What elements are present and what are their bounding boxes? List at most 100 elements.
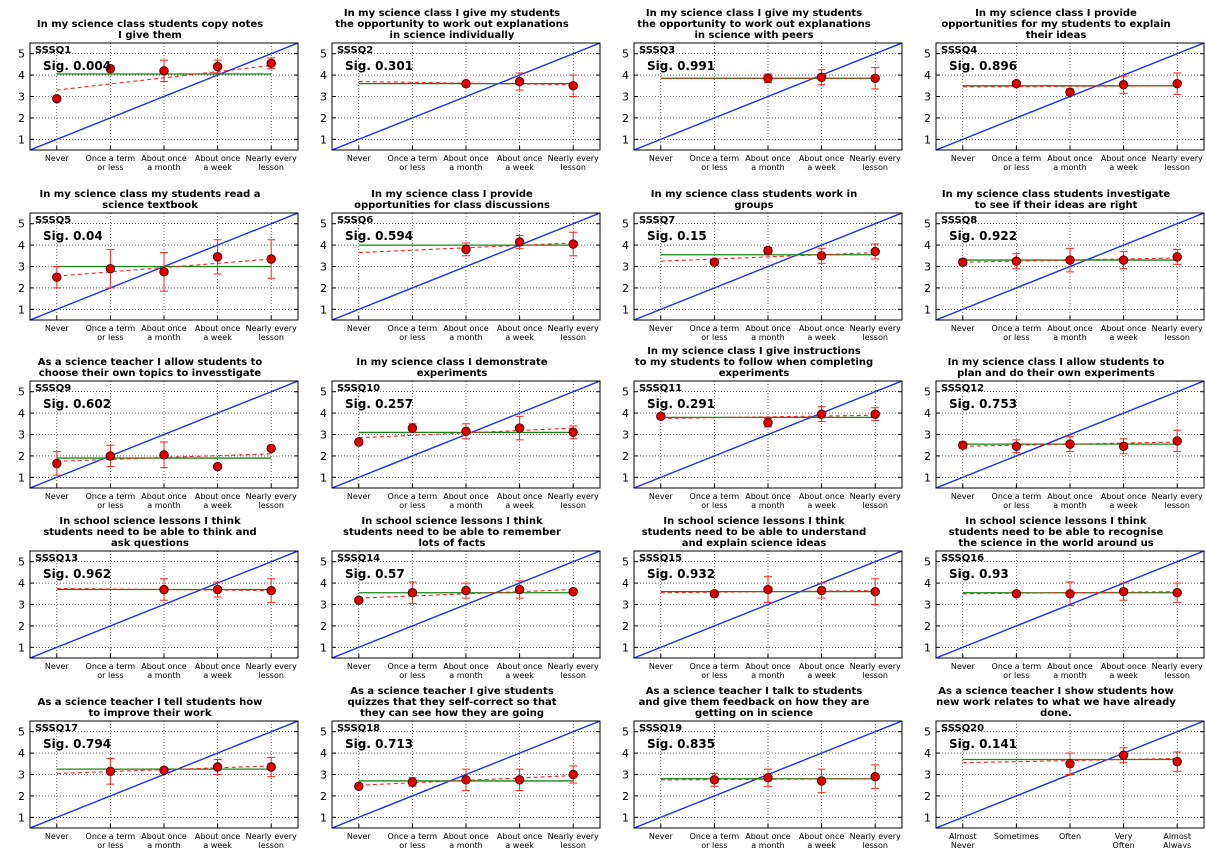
data-point <box>1172 588 1182 598</box>
x-tick-label: Never <box>347 832 372 841</box>
x-tick-label: Nearly every lesson <box>1152 154 1203 170</box>
x-tick-label: Once a term or less <box>992 492 1042 508</box>
significance-label: Sig. 0.004 <box>43 59 111 73</box>
x-tick-label: About once a month <box>141 492 187 508</box>
data-point <box>656 411 666 422</box>
y-tick-label: 1 <box>924 811 931 824</box>
chart-title: In my science class students investigate… <box>941 189 1171 211</box>
y-tick-label: 3 <box>320 769 327 782</box>
data-point <box>105 63 116 74</box>
data-point <box>568 427 578 438</box>
chart-svg: 1 2 3 4 5 Never Once a term or less About once a … <box>18 212 299 340</box>
chart-panel-sssq7: In my science class students work in gro… <box>604 170 904 340</box>
data-point <box>709 775 720 785</box>
x-tick-label: About once a week <box>799 832 845 848</box>
y-tick-label: 5 <box>18 386 25 399</box>
x-tick-label: Once a term or less <box>690 492 740 508</box>
x-tick-label: About once a week <box>497 662 543 678</box>
chart-panel-sssq6: In my science class I provide opportunit… <box>302 170 602 340</box>
trend-line <box>660 252 876 262</box>
y-tick-label: 3 <box>924 599 931 612</box>
x-tick-label: Never <box>347 154 372 163</box>
y-tick-label: 3 <box>924 91 931 104</box>
y-tick-label: 4 <box>622 577 629 590</box>
x-tick-label: About once a month <box>141 832 187 848</box>
x-tick-label: About once a month <box>443 154 489 170</box>
x-tick-label: Never <box>347 324 372 333</box>
chart-title: As a science teacher I tell students how… <box>37 697 263 719</box>
x-tick-label: Once a term or less <box>690 832 740 848</box>
significance-label: Sig. 0.962 <box>43 567 111 581</box>
y-tick-label: 3 <box>622 599 629 612</box>
chart-svg: 1 2 3 4 5 Never Once a term or less About once a … <box>622 212 903 340</box>
chart-panel-sssq19: As a science teacher I talk to students … <box>604 678 904 848</box>
chart-title: As a science teacher I talk to students … <box>638 686 870 719</box>
x-tick-label: Once a term or less <box>690 324 740 340</box>
x-tick-label: Once a term or less <box>992 324 1042 340</box>
data-point <box>212 461 223 472</box>
chart-svg: 1 2 3 4 5 Almost Never Sometimes Often Very Often A… <box>924 720 1205 848</box>
chart-title: In my science class students work in gro… <box>650 189 858 211</box>
data-point <box>763 418 773 428</box>
x-tick-label: Nearly every lesson <box>246 324 297 340</box>
chart-panel-sssq13: In school science lessons I think studen… <box>0 508 300 678</box>
significance-label: Sig. 0.04 <box>43 229 103 243</box>
chart-svg: 1 2 3 4 5 Never Once a term or less About once a … <box>320 550 601 678</box>
y-tick-label: 2 <box>320 282 327 295</box>
data-point <box>266 58 276 69</box>
x-tick-label: Often <box>1059 832 1081 841</box>
data-point <box>461 426 471 436</box>
data-point <box>407 777 418 787</box>
y-tick-label: 2 <box>924 790 931 803</box>
y-tick-label: 2 <box>18 112 25 125</box>
significance-label: Sig. 0.291 <box>647 397 715 411</box>
x-tick-label: About once a week <box>799 492 845 508</box>
identity-line <box>332 213 600 320</box>
x-tick-label: Once a term or less <box>388 832 438 848</box>
x-tick-label: Nearly every lesson <box>1152 324 1203 340</box>
significance-label: Sig. 0.991 <box>647 59 715 73</box>
chart-svg: 1 2 3 4 5 Never Once a term or less About once a … <box>320 720 601 848</box>
identity-line <box>634 43 902 150</box>
x-tick-label: Nearly every lesson <box>850 832 901 848</box>
data-point <box>407 423 418 433</box>
chart-panel-sssq4: In my science class I provide opportunit… <box>906 0 1206 170</box>
y-tick-label: 5 <box>18 218 25 231</box>
x-tick-label: Nearly every lesson <box>548 832 599 848</box>
plot-area <box>936 381 1204 488</box>
x-tick-label: Once a term or less <box>992 154 1042 170</box>
x-tick-label: Once a term or less <box>388 324 438 340</box>
y-tick-label: 1 <box>320 133 327 146</box>
significance-label: Sig. 0.141 <box>949 737 1017 751</box>
data-point <box>159 584 169 595</box>
plot-area <box>30 213 298 320</box>
x-tick-label: Never <box>951 154 976 163</box>
y-tick-label: 2 <box>320 112 327 125</box>
x-tick-label: About once a month <box>443 662 489 678</box>
x-tick-label: Once a term or less <box>86 324 136 340</box>
data-point <box>461 585 471 596</box>
y-tick-label: 3 <box>18 769 25 782</box>
x-tick-label: About once a week <box>1101 662 1147 678</box>
x-tick-label: About once a month <box>745 662 791 678</box>
significance-label: Sig. 0.794 <box>43 737 111 751</box>
y-tick-label: 3 <box>18 599 25 612</box>
x-tick-label: Never <box>45 154 70 163</box>
data-point <box>870 246 880 257</box>
x-tick-label: Sometimes <box>994 832 1039 841</box>
x-tick-label: About once a month <box>443 492 489 508</box>
x-tick-label: Once a term or less <box>86 832 136 848</box>
data-point <box>1172 78 1182 89</box>
y-tick-label: 2 <box>924 282 931 295</box>
significance-label: Sig. 0.257 <box>345 397 413 411</box>
chart-panel-sssq16: In school science lessons I think studen… <box>906 508 1206 678</box>
plot-area <box>332 43 600 150</box>
significance-label: Sig. 0.835 <box>647 737 715 751</box>
significance-label: Sig. 0.602 <box>43 397 111 411</box>
data-point <box>816 409 827 419</box>
chart-svg: 1 2 3 4 5 Never Once a term or less About once a … <box>320 212 601 340</box>
y-tick-label: 4 <box>622 239 629 252</box>
x-tick-label: Nearly every lesson <box>246 154 297 170</box>
y-tick-label: 2 <box>320 620 327 633</box>
significance-label: Sig. 0.713 <box>345 737 413 751</box>
